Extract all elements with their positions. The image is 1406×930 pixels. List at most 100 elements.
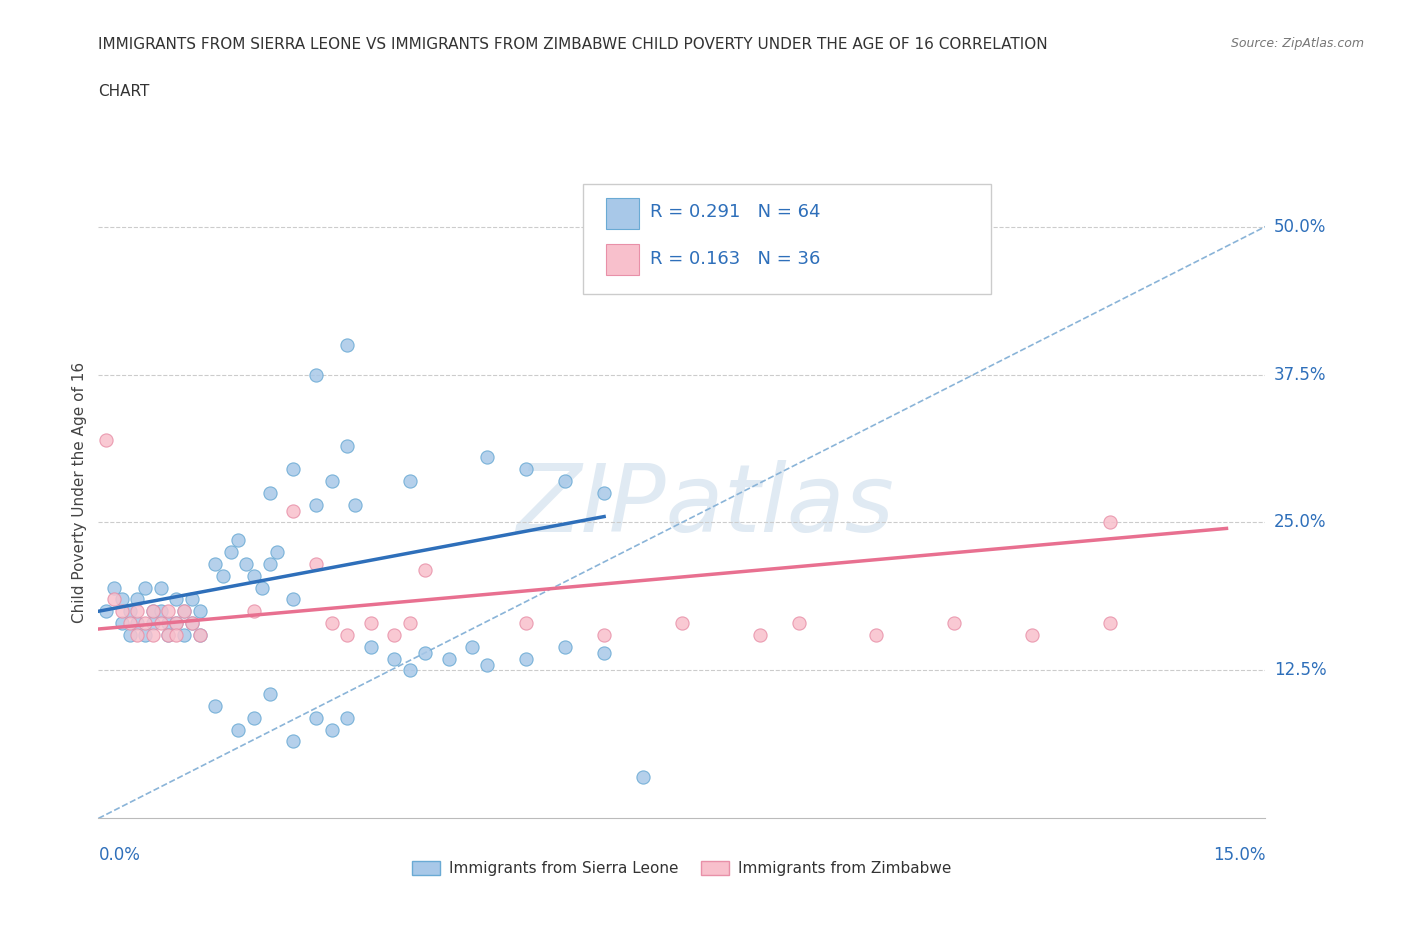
Text: R = 0.291   N = 64: R = 0.291 N = 64 xyxy=(651,203,821,220)
Point xyxy=(118,604,141,618)
Point xyxy=(382,651,405,666)
Point xyxy=(281,503,304,518)
Point xyxy=(103,592,125,607)
Point xyxy=(477,658,499,672)
Point xyxy=(593,628,616,643)
Point xyxy=(188,604,211,618)
Text: IMMIGRANTS FROM SIERRA LEONE VS IMMIGRANTS FROM ZIMBABWE CHILD POVERTY UNDER THE: IMMIGRANTS FROM SIERRA LEONE VS IMMIGRAN… xyxy=(98,37,1047,52)
Point xyxy=(111,616,134,631)
Text: 25.0%: 25.0% xyxy=(1274,513,1326,531)
Point xyxy=(437,651,460,666)
Point xyxy=(1021,628,1043,643)
Point xyxy=(515,651,537,666)
Point xyxy=(1098,515,1121,530)
Point xyxy=(142,604,165,618)
Point xyxy=(165,616,187,631)
Point xyxy=(413,563,436,578)
Point xyxy=(180,592,202,607)
Point xyxy=(165,616,187,631)
Text: 15.0%: 15.0% xyxy=(1213,846,1265,864)
Point xyxy=(865,628,887,643)
Point xyxy=(305,556,328,571)
FancyBboxPatch shape xyxy=(606,198,638,230)
Point xyxy=(188,628,211,643)
Point xyxy=(165,628,187,643)
Point xyxy=(157,628,180,643)
Point xyxy=(149,604,172,618)
Legend: Immigrants from Sierra Leone, Immigrants from Zimbabwe: Immigrants from Sierra Leone, Immigrants… xyxy=(406,855,957,883)
Point xyxy=(413,645,436,660)
Point xyxy=(336,438,359,453)
Point xyxy=(250,580,273,595)
Point xyxy=(142,616,165,631)
Text: 0.0%: 0.0% xyxy=(98,846,141,864)
Point xyxy=(593,645,616,660)
Point xyxy=(281,734,304,749)
Point xyxy=(281,592,304,607)
Point xyxy=(142,604,165,618)
Point xyxy=(787,616,810,631)
Point xyxy=(344,498,367,512)
Point xyxy=(235,556,257,571)
Point xyxy=(149,616,172,631)
Point xyxy=(127,592,149,607)
Point xyxy=(321,473,343,488)
Point xyxy=(188,628,211,643)
Point xyxy=(127,628,149,643)
Point xyxy=(477,450,499,465)
FancyBboxPatch shape xyxy=(582,184,991,295)
Text: 12.5%: 12.5% xyxy=(1274,661,1326,680)
Text: 37.5%: 37.5% xyxy=(1274,365,1326,383)
Point xyxy=(1098,616,1121,631)
Point xyxy=(943,616,966,631)
Point xyxy=(118,628,141,643)
Point xyxy=(173,628,195,643)
Point xyxy=(259,686,281,701)
Point xyxy=(180,616,202,631)
Point xyxy=(398,473,420,488)
Text: 50.0%: 50.0% xyxy=(1274,218,1326,235)
Point xyxy=(360,639,382,654)
Point xyxy=(554,473,576,488)
Y-axis label: Child Poverty Under the Age of 16: Child Poverty Under the Age of 16 xyxy=(72,363,87,623)
Point xyxy=(157,628,180,643)
Point xyxy=(111,604,134,618)
Point xyxy=(631,769,654,784)
Text: CHART: CHART xyxy=(98,84,150,99)
FancyBboxPatch shape xyxy=(606,244,638,275)
Point xyxy=(134,616,156,631)
Point xyxy=(134,628,156,643)
Point xyxy=(593,485,616,500)
Point xyxy=(336,711,359,725)
Point xyxy=(305,498,328,512)
Text: Source: ZipAtlas.com: Source: ZipAtlas.com xyxy=(1230,37,1364,50)
Point xyxy=(149,580,172,595)
Point xyxy=(127,616,149,631)
Point xyxy=(748,628,770,643)
Point xyxy=(259,485,281,500)
Point xyxy=(134,580,156,595)
Point xyxy=(243,711,266,725)
Point xyxy=(204,556,226,571)
Point xyxy=(461,639,484,654)
Point xyxy=(336,628,359,643)
Point xyxy=(118,616,141,631)
Point xyxy=(671,616,693,631)
Point xyxy=(515,462,537,477)
Point xyxy=(305,367,328,382)
Point xyxy=(204,698,226,713)
Point xyxy=(281,462,304,477)
Point xyxy=(219,545,242,560)
Point xyxy=(321,723,343,737)
Point xyxy=(266,545,288,560)
Point xyxy=(336,338,359,352)
Point xyxy=(321,616,343,631)
Point xyxy=(173,604,195,618)
Point xyxy=(111,592,134,607)
Point xyxy=(515,616,537,631)
Point xyxy=(228,723,250,737)
Point xyxy=(382,628,405,643)
Point xyxy=(398,616,420,631)
Point xyxy=(127,604,149,618)
Point xyxy=(180,616,202,631)
